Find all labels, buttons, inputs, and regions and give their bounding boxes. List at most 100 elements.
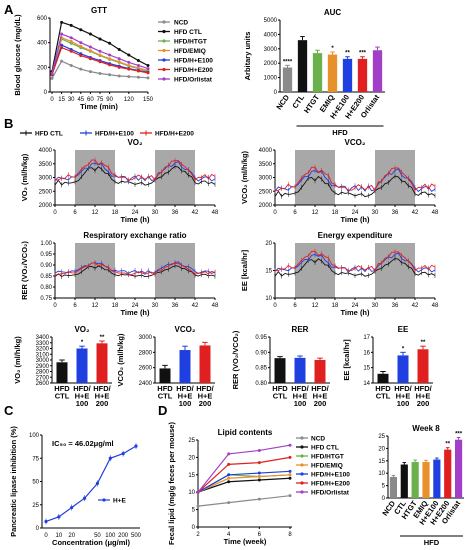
ee-title: Energy expenditure — [318, 231, 393, 240]
vo2-xtick-label: 6 — [73, 210, 77, 216]
rerbar-bar — [294, 357, 306, 383]
gtt-point — [108, 63, 112, 67]
legend-a-label: HFD/H+E100 — [174, 58, 213, 65]
lipid-point — [288, 443, 292, 447]
gtt-point — [108, 73, 112, 77]
gtt-point — [136, 63, 140, 67]
eebar-category-label: 200 — [417, 399, 430, 408]
vo2-xtick-label: 24 — [132, 210, 139, 216]
week8-ytick-label: 25 — [378, 434, 385, 440]
lipid-ytick-label: 25 — [188, 438, 195, 444]
vco2-ytick-label: 2000 — [259, 203, 273, 209]
vo2-xtick-label: 30 — [152, 210, 159, 216]
vco2-xtick-label: 36 — [392, 210, 399, 216]
auc-bar — [297, 40, 308, 92]
legend-d-marker — [300, 490, 304, 494]
gtt-xtick-label: 120 — [124, 97, 135, 103]
lipase-xtick-label: 10 — [56, 533, 63, 539]
rerbar-ytick-label: 0.95 — [255, 335, 267, 341]
lipid-xtick-label: 8 — [288, 532, 292, 538]
ee-xlabel: Time (h) — [340, 308, 370, 317]
legend-d-label: HFD/Orlistat — [311, 490, 350, 497]
gtt-point — [108, 53, 112, 57]
ee-xtick-label: 48 — [432, 303, 439, 309]
gtt-point — [108, 57, 112, 61]
legend-b-label: HFD CTL — [35, 131, 63, 138]
vco2bar-category-label: HFD/ — [176, 384, 194, 393]
legend-d-marker — [300, 454, 304, 458]
lipase-ytick-label: 25 — [32, 503, 39, 509]
vo2bar-ytick-label: 3400 — [36, 335, 50, 341]
eebar-bar — [377, 373, 389, 383]
rerbar-category-label: 100 — [294, 399, 307, 408]
lipase-xtick-label: 50 — [94, 533, 101, 539]
gtt-point — [98, 53, 102, 57]
rerbar-category-label: H+E — [293, 392, 308, 401]
gtt-xtick-label: 30 — [68, 97, 75, 103]
lipid-xtick-label: 4 — [227, 532, 231, 538]
legend-a-label: HFD/H+E200 — [174, 67, 213, 74]
gtt-point — [127, 53, 131, 57]
gtt-ytick-label: 400 — [37, 41, 48, 47]
vo2bar-ytick-label: 3100 — [36, 352, 50, 358]
vco2-ytick-label: 3500 — [259, 162, 273, 168]
vco2bar-category-label: H+E — [198, 392, 213, 401]
lipid-point — [257, 497, 261, 501]
gtt-xtick-label: 75 — [97, 97, 104, 103]
gtt-point — [98, 60, 102, 64]
auc-significance: ** — [345, 51, 350, 57]
legend-a-marker — [162, 77, 166, 81]
vo2-ytick-label: 3500 — [39, 162, 53, 168]
gtt-point — [79, 41, 83, 45]
lipase-ytick-label: 50 — [32, 480, 39, 486]
lipase-xtick-label: 100 — [105, 533, 116, 539]
legend-d-marker — [300, 463, 304, 467]
week8-bar — [433, 459, 441, 498]
vco2bar-ytick-label: 2400 — [139, 381, 153, 387]
lipid-point — [227, 452, 231, 456]
week8-group-label: HFD — [424, 538, 440, 547]
gtt-point — [136, 69, 140, 73]
eebar-title: EE — [398, 325, 409, 334]
lipid-point — [257, 448, 261, 452]
rerbar-category-label: CTL — [273, 392, 288, 401]
eebar-category-label: H+E — [396, 392, 411, 401]
rer-xtick-label: 36 — [172, 303, 179, 309]
week8-ytick-label: 20 — [378, 446, 385, 452]
vo2-ytick-label: 4000 — [39, 148, 53, 154]
gtt-point — [98, 49, 102, 53]
auc-significance: **** — [283, 59, 293, 65]
vo2bar-ylabel: VO₂ (ml/h/kg) — [13, 336, 22, 384]
vco2-xtick-label: 24 — [352, 210, 359, 216]
ee-xtick-label: 42 — [412, 303, 419, 309]
lipase-ylabel: Pancreatic lipase inhibition (%) — [9, 426, 18, 537]
gtt-point — [79, 44, 83, 48]
lipid-ytick-label: 10 — [188, 490, 195, 496]
rerbar-ytick-label: 0.80 — [255, 381, 267, 387]
gtt-ytick-label: 200 — [37, 65, 48, 71]
week8-title: Week 8 — [412, 424, 440, 433]
vco2bar-ylabel: VCO₂ (ml/h/kg) — [116, 333, 125, 386]
vo2-xtick-label: 12 — [92, 210, 99, 216]
rer-ytick-label: 0.85 — [40, 274, 52, 280]
lipase-xtick-label: 0 — [44, 533, 48, 539]
lipase-legend-label: H+E — [113, 498, 126, 505]
legend-a-label: HFD/Orlistat — [174, 77, 213, 84]
vo2bar-category-label: CTL — [55, 392, 70, 401]
eebar-significance: ** — [421, 340, 426, 346]
auc-group-label: HFD — [332, 128, 348, 137]
ee-ytick-label: 15 — [265, 269, 272, 275]
vo2bar-category-label: HFD — [54, 384, 70, 393]
gtt-point — [136, 59, 140, 63]
gtt-ytick-label: 0 — [44, 90, 48, 96]
lipase-ytick-label: 100 — [29, 433, 40, 439]
rer-xtick-label: 42 — [192, 303, 199, 309]
lipase-annotation: IC₅₀ = 46.02μg/ml — [52, 439, 114, 448]
rer-xtick-label: 48 — [212, 303, 219, 309]
gtt-point — [88, 49, 92, 53]
week8-significance: *** — [455, 431, 463, 437]
ee-xtick-label: 18 — [332, 303, 339, 309]
panel-label-b: B — [4, 116, 13, 131]
eebar-ytick-label: 17 — [363, 335, 370, 341]
lipase-xtick-label: 500 — [131, 533, 142, 539]
